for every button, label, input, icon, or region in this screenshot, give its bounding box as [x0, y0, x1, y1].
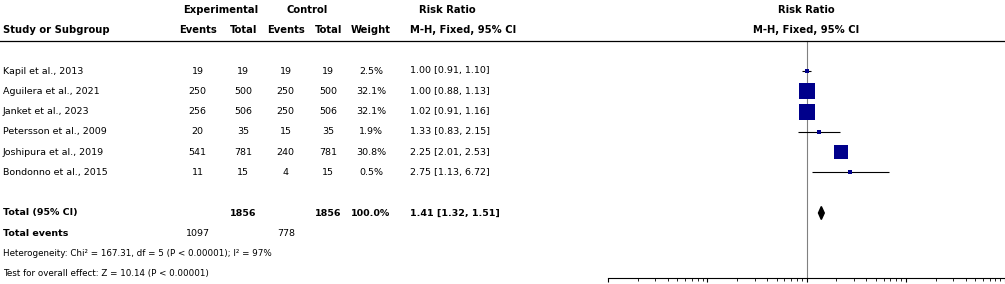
Text: 2.25 [2.01, 2.53]: 2.25 [2.01, 2.53] [410, 148, 490, 157]
Text: 1.41 [1.32, 1.51]: 1.41 [1.32, 1.51] [410, 208, 500, 218]
Text: 0.5%: 0.5% [359, 168, 383, 177]
Text: Petersson et al., 2009: Petersson et al., 2009 [3, 127, 107, 136]
Text: Total: Total [229, 26, 257, 36]
Text: 100.0%: 100.0% [352, 208, 391, 218]
Text: 500: 500 [234, 87, 252, 96]
Text: 19: 19 [237, 66, 249, 76]
Text: Janket et al., 2023: Janket et al., 2023 [3, 107, 89, 116]
Text: 500: 500 [320, 87, 338, 96]
Text: 1856: 1856 [230, 208, 256, 218]
Text: Heterogeneity: Chi² = 167.31, df = 5 (P < 0.00001); I² = 97%: Heterogeneity: Chi² = 167.31, df = 5 (P … [3, 249, 271, 258]
Text: Control: Control [286, 5, 328, 15]
Text: 4: 4 [282, 168, 288, 177]
Text: 15: 15 [279, 127, 291, 136]
Text: 541: 541 [189, 148, 207, 157]
Text: 1.9%: 1.9% [359, 127, 383, 136]
Text: Weight: Weight [351, 26, 391, 36]
Text: M-H, Fixed, 95% CI: M-H, Fixed, 95% CI [754, 26, 859, 36]
Text: Study or Subgroup: Study or Subgroup [3, 26, 110, 36]
Text: Risk Ratio: Risk Ratio [778, 5, 835, 15]
Text: 19: 19 [323, 66, 335, 76]
Text: 19: 19 [192, 66, 204, 76]
Text: M-H, Fixed, 95% CI: M-H, Fixed, 95% CI [410, 26, 517, 36]
Text: 15: 15 [237, 168, 249, 177]
Text: 506: 506 [320, 107, 338, 116]
Text: Risk Ratio: Risk Ratio [419, 5, 475, 15]
Text: 20: 20 [192, 127, 204, 136]
Text: 506: 506 [234, 107, 252, 116]
Text: 781: 781 [320, 148, 338, 157]
Text: 1097: 1097 [186, 229, 210, 238]
Text: Events: Events [179, 26, 216, 36]
Text: 15: 15 [323, 168, 335, 177]
Text: 35: 35 [237, 127, 249, 136]
Text: Events: Events [267, 26, 305, 36]
Text: 256: 256 [189, 107, 207, 116]
Text: 1.02 [0.91, 1.16]: 1.02 [0.91, 1.16] [410, 107, 490, 116]
Text: 778: 778 [276, 229, 294, 238]
Text: 240: 240 [276, 148, 294, 157]
Text: Total events: Total events [3, 229, 68, 238]
Text: Kapil et al., 2013: Kapil et al., 2013 [3, 66, 83, 76]
Text: 2.5%: 2.5% [359, 66, 383, 76]
Text: 11: 11 [192, 168, 204, 177]
Text: 30.8%: 30.8% [356, 148, 386, 157]
Text: 32.1%: 32.1% [356, 87, 386, 96]
Text: 781: 781 [234, 148, 252, 157]
Text: 35: 35 [323, 127, 335, 136]
Text: Total: Total [315, 26, 342, 36]
Text: Joshipura et al., 2019: Joshipura et al., 2019 [3, 148, 105, 157]
Text: 1.00 [0.88, 1.13]: 1.00 [0.88, 1.13] [410, 87, 490, 96]
Text: 2.75 [1.13, 6.72]: 2.75 [1.13, 6.72] [410, 168, 490, 177]
Text: 1.00 [0.91, 1.10]: 1.00 [0.91, 1.10] [410, 66, 490, 76]
Text: Aguilera et al., 2021: Aguilera et al., 2021 [3, 87, 99, 96]
Polygon shape [818, 206, 824, 220]
Text: 19: 19 [279, 66, 291, 76]
Text: Experimental: Experimental [183, 5, 258, 15]
Text: 250: 250 [276, 87, 294, 96]
Text: 1.33 [0.83, 2.15]: 1.33 [0.83, 2.15] [410, 127, 490, 136]
Text: 250: 250 [189, 87, 207, 96]
Text: 250: 250 [276, 107, 294, 116]
Text: Test for overall effect: Z = 10.14 (P < 0.00001): Test for overall effect: Z = 10.14 (P < … [3, 269, 209, 278]
Text: Total (95% CI): Total (95% CI) [3, 208, 77, 218]
Text: 32.1%: 32.1% [356, 107, 386, 116]
Text: 1856: 1856 [316, 208, 342, 218]
Text: Bondonno et al., 2015: Bondonno et al., 2015 [3, 168, 108, 177]
